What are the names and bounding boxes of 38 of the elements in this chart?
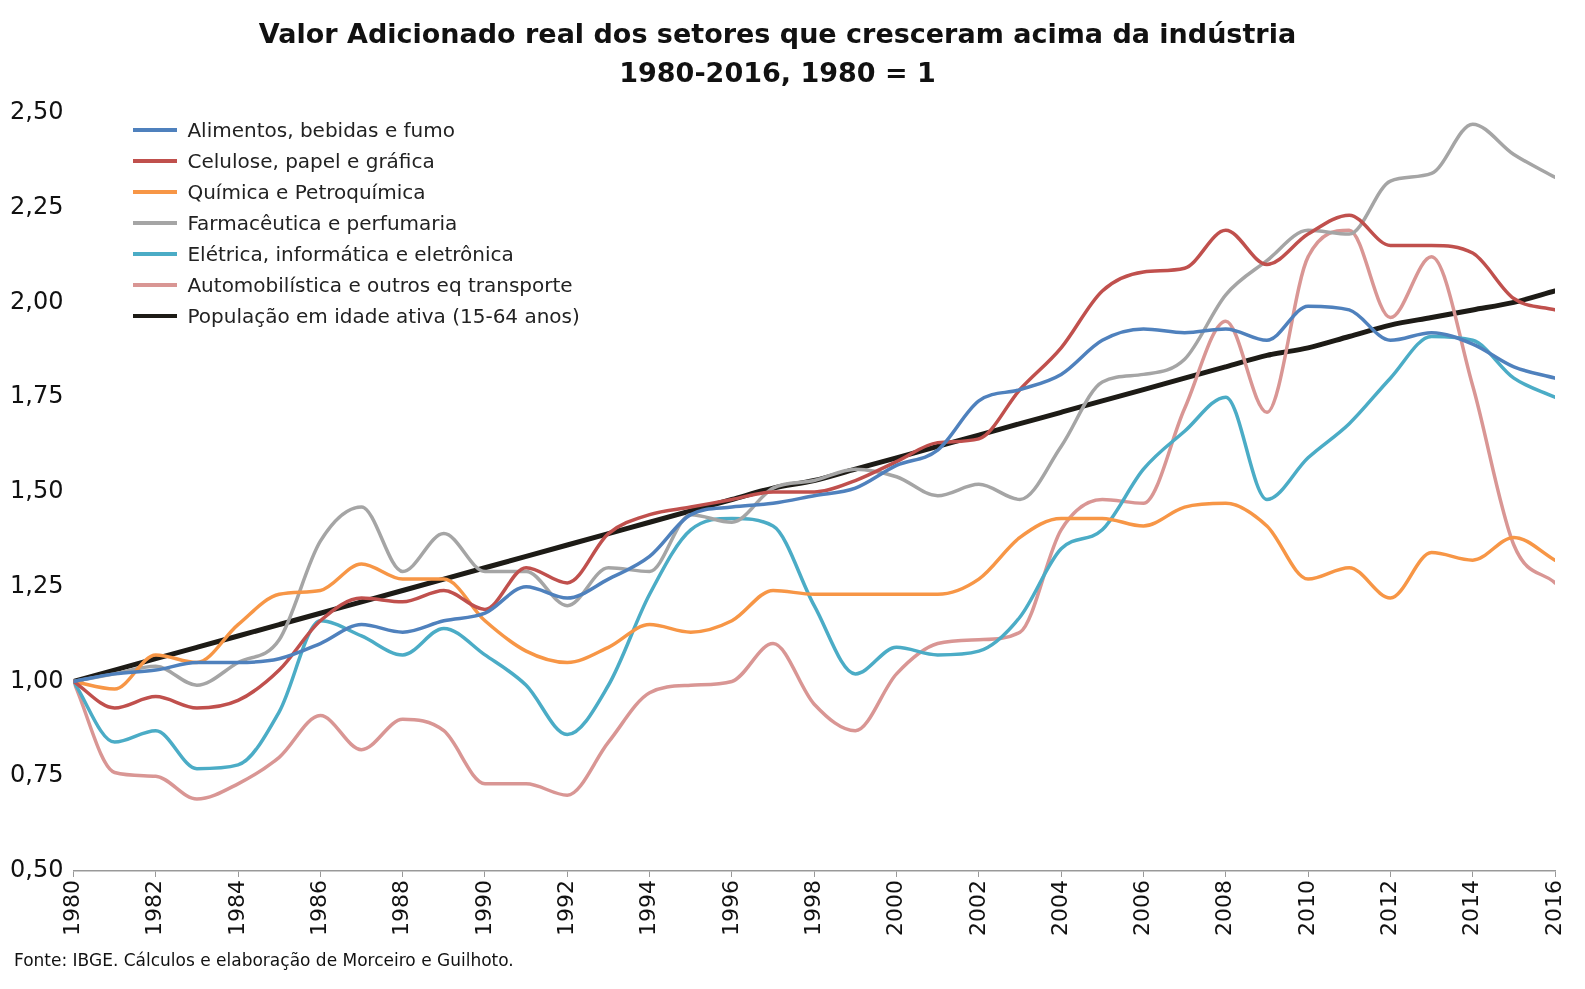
x-tick-label: 2012: [1376, 880, 1402, 937]
x-tick-label: 1984: [223, 880, 249, 937]
line-series: [73, 334, 1555, 771]
line-series: [73, 213, 1555, 710]
x-tick-label: 2000: [882, 880, 908, 937]
legend-label: População em idade ativa (15-64 anos): [187, 303, 580, 328]
y-tick-label: 1,50: [10, 476, 64, 505]
x-tick-label: 2014: [1458, 880, 1484, 937]
legend-label: Alimentos, bebidas e fumo: [187, 117, 455, 142]
y-tick-label: 2,50: [10, 97, 64, 126]
x-tick-label: 1992: [553, 880, 579, 937]
x-tick-label: 2016: [1540, 880, 1566, 937]
x-tick-label: 1990: [470, 880, 496, 937]
x-tick-label: 1986: [306, 880, 332, 937]
legend-label: Celulose, papel e gráfica: [187, 148, 435, 173]
legend-label: Automobilística e outros eq transporte: [187, 272, 573, 297]
source-note: Fonte: IBGE. Cálculos e elaboração de Morceiro e Guilhoto.: [14, 950, 514, 970]
x-tick-label: 1996: [717, 880, 743, 937]
x-tick-label: 2006: [1129, 880, 1155, 937]
x-tick-label: 2002: [964, 880, 990, 937]
x-tick-label: 1994: [635, 880, 661, 937]
y-tick-label: 0,75: [10, 760, 64, 789]
chart-subtitle: 1980-2016, 1980 = 1: [619, 56, 936, 88]
y-tick-label: 2,25: [10, 191, 64, 220]
x-tick-label: 1988: [388, 880, 414, 937]
y-tick-label: 1,00: [10, 665, 64, 694]
x-tick-label: 2004: [1046, 880, 1072, 937]
x-tick-label: 2008: [1211, 880, 1237, 937]
x-tick-label: 1982: [141, 880, 167, 937]
legend-label: Farmacêutica e perfumaria: [187, 210, 458, 235]
x-tick-label: 1998: [799, 880, 825, 937]
legend-label: Elétrica, informática e eletrônica: [187, 241, 514, 266]
chart-title: Valor Adicionado real dos setores que cresceram acima da indústria: [258, 18, 1297, 50]
y-tick-label: 1,75: [10, 381, 64, 410]
legend-label: Química e Petroquímica: [187, 179, 426, 204]
y-tick-label: 1,25: [10, 570, 64, 599]
x-tick-label: 2010: [1293, 880, 1319, 937]
y-tick-label: 2,00: [10, 286, 64, 315]
